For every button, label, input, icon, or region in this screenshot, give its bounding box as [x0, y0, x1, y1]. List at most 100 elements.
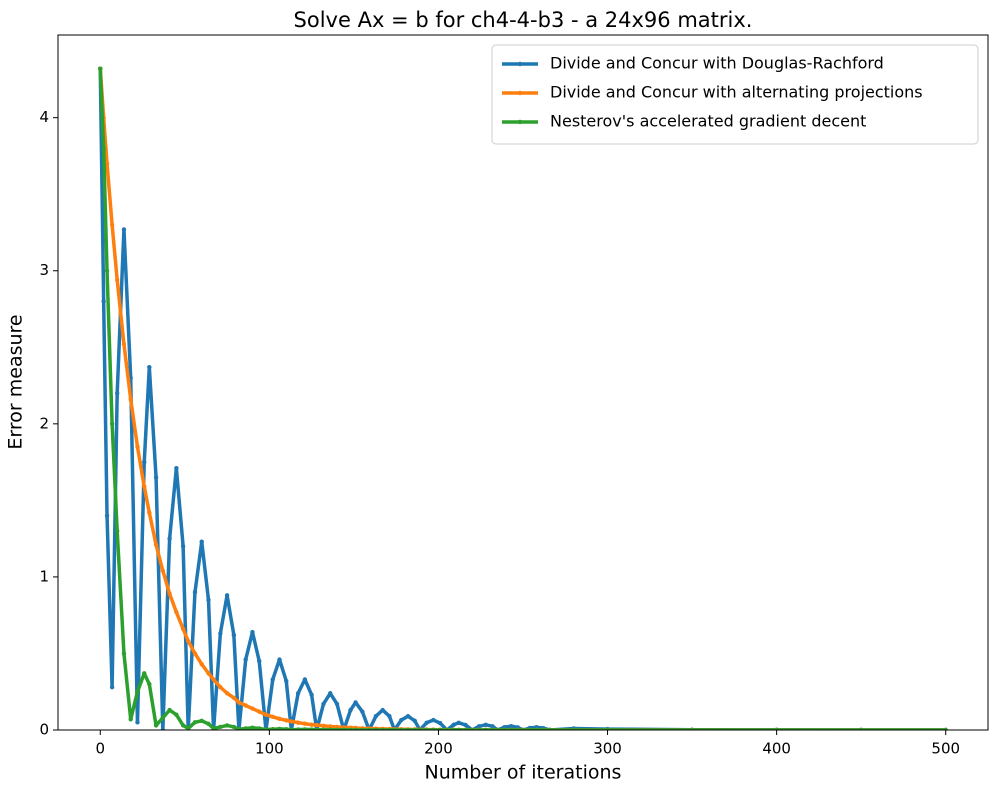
- data-point: [456, 720, 461, 726]
- data-point: [334, 701, 340, 707]
- data-point: [334, 727, 340, 730]
- data-point: [451, 722, 456, 727]
- data-point: [218, 684, 223, 690]
- data-point: [231, 695, 237, 701]
- data-point: [167, 707, 172, 713]
- legend-marker: [517, 119, 523, 125]
- data-point: [520, 727, 526, 730]
- data-point: [121, 651, 127, 656]
- data-point: [483, 727, 488, 730]
- data-point: [104, 268, 110, 273]
- data-point: [463, 727, 468, 730]
- data-point: [160, 568, 166, 573]
- data-point: [277, 726, 282, 730]
- data-point: [192, 590, 198, 595]
- data-point: [160, 715, 166, 720]
- data-point: [417, 727, 423, 730]
- data-point: [206, 671, 211, 676]
- data-point: [98, 66, 103, 71]
- data-point: [309, 727, 314, 730]
- y-tick-label: 3: [39, 261, 49, 279]
- data-point: [405, 714, 411, 719]
- data-point: [101, 146, 106, 151]
- x-tick-label: 0: [95, 740, 105, 758]
- data-point: [135, 720, 140, 725]
- data-point: [295, 727, 301, 730]
- y-tick-label: 2: [39, 414, 49, 432]
- data-point: [270, 727, 275, 730]
- data-point: [353, 727, 358, 730]
- data-point: [180, 626, 186, 632]
- data-point: [250, 629, 255, 635]
- data-point: [774, 727, 779, 730]
- y-axis-label: Error measure: [5, 314, 27, 449]
- data-point: [250, 706, 255, 711]
- data-point: [490, 724, 495, 729]
- data-point: [321, 723, 326, 729]
- data-point: [437, 727, 443, 730]
- series-line: [98, 68, 946, 730]
- x-tick-label: 500: [931, 740, 960, 758]
- data-point: [463, 722, 468, 728]
- data-point: [277, 716, 282, 722]
- data-point: [263, 727, 269, 730]
- series-line: [98, 68, 946, 730]
- data-point: [502, 727, 507, 730]
- data-point: [571, 727, 576, 730]
- data-point: [483, 722, 488, 727]
- data-point: [128, 717, 133, 722]
- data-point: [199, 539, 204, 544]
- data-point: [284, 727, 289, 730]
- plot-area: [98, 66, 948, 730]
- data-point: [321, 727, 326, 730]
- data-point: [231, 632, 237, 638]
- data-point: [109, 684, 115, 690]
- data-point: [456, 727, 461, 730]
- data-point: [153, 542, 159, 547]
- data-point: [180, 723, 186, 728]
- data-point: [858, 727, 864, 730]
- data-point: [114, 277, 120, 283]
- legend-label: Divide and Concur with Douglas-Rachford: [550, 54, 884, 73]
- data-point: [470, 727, 475, 730]
- y-tick-label: 4: [39, 108, 49, 126]
- legend-label: Nesterov's accelerated gradient decent: [550, 112, 866, 131]
- data-point: [218, 631, 223, 636]
- data-point: [508, 727, 514, 730]
- data-point: [142, 459, 147, 465]
- y-tick-label: 0: [39, 721, 49, 739]
- plot-frame: [57, 34, 989, 731]
- data-point: [224, 723, 230, 728]
- data-point: [167, 536, 172, 541]
- x-tick-label: 400: [762, 740, 791, 758]
- data-point: [142, 671, 147, 676]
- chart-title: Solve Ax = b for ch4-4-b3 - a 24x96 matr…: [294, 8, 753, 32]
- data-point: [224, 691, 230, 696]
- data-point: [380, 727, 385, 730]
- data-point: [302, 677, 308, 682]
- data-point: [135, 444, 140, 449]
- data-point: [174, 466, 179, 471]
- data-point: [412, 718, 417, 724]
- data-point: [387, 727, 392, 730]
- x-tick-label: 100: [255, 740, 284, 758]
- data-point: [114, 528, 120, 534]
- data-point: [353, 700, 358, 705]
- data-point: [412, 727, 417, 730]
- data-point: [405, 727, 411, 730]
- legend: Divide and Concur with Douglas-Rachford D…: [491, 44, 979, 145]
- data-point: [211, 677, 216, 682]
- data-point: [309, 692, 314, 697]
- data-point: [231, 724, 237, 730]
- data-point: [101, 299, 106, 304]
- data-point: [186, 639, 191, 644]
- data-point: [476, 724, 482, 729]
- data-point: [121, 227, 127, 232]
- data-point: [689, 727, 695, 730]
- data-point: [224, 593, 230, 598]
- data-point: [142, 484, 147, 489]
- legend-marker: [517, 90, 523, 96]
- data-point: [289, 719, 294, 724]
- data-point: [243, 726, 248, 730]
